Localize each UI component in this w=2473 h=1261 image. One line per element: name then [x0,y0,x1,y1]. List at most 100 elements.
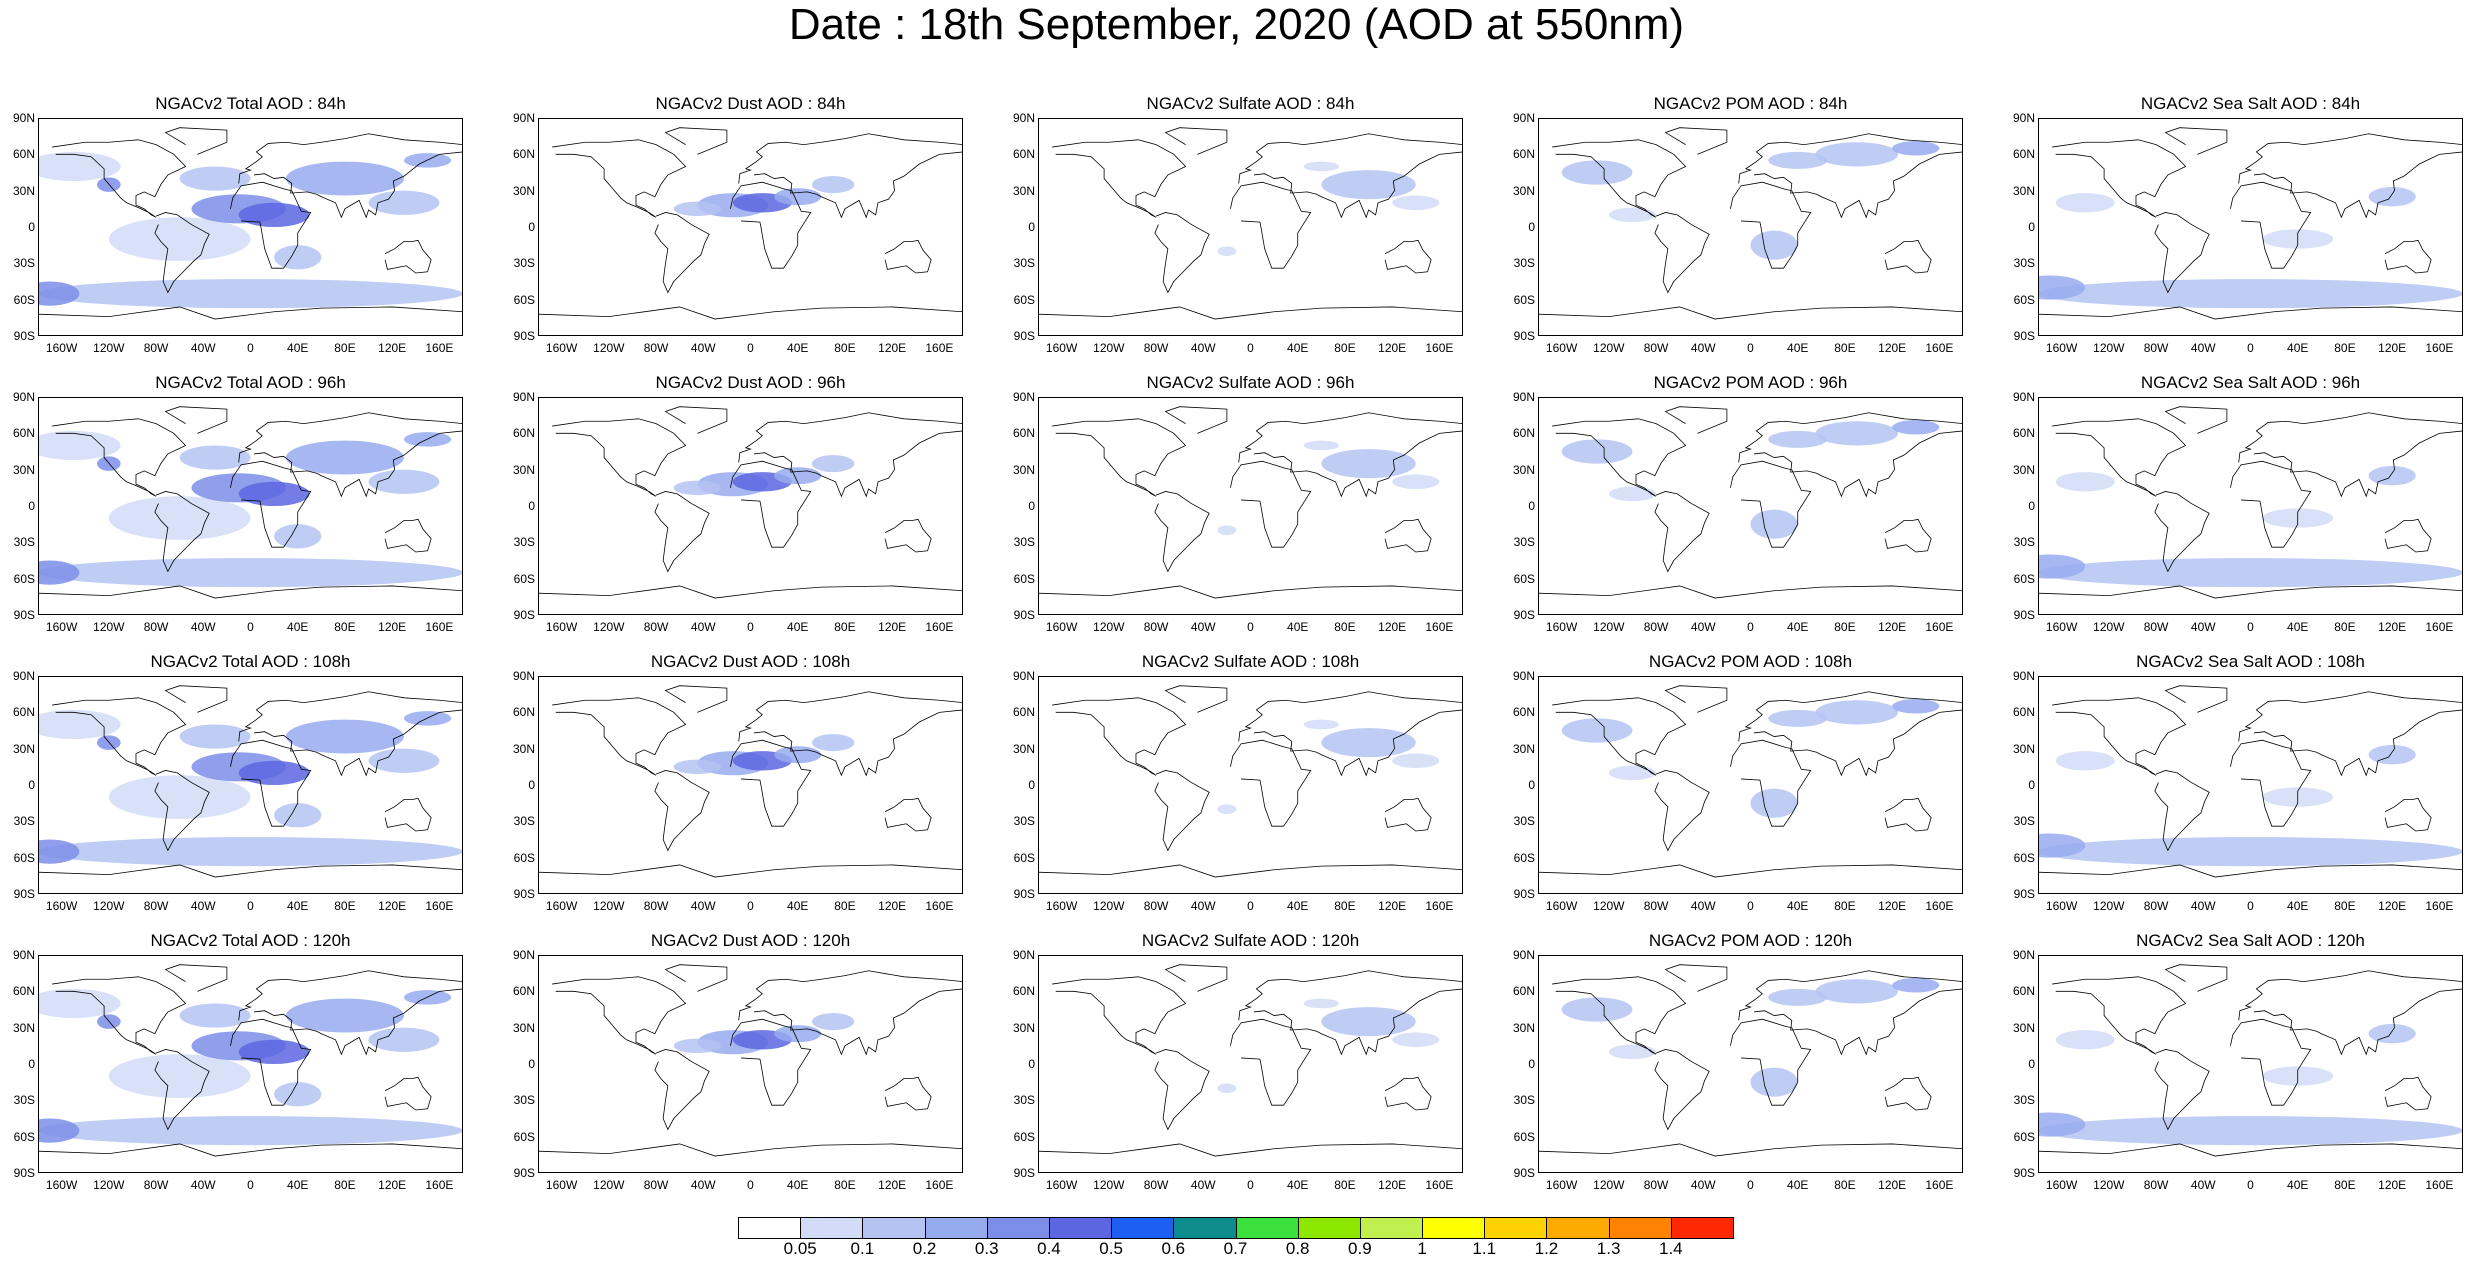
lat-tick-label: 30S [513,535,535,550]
lon-tick-label: 160E [2425,620,2454,634]
aod-patch [1750,1067,1798,1097]
coastline [538,585,963,599]
aod-map [1538,955,1963,1173]
lon-tick-label: 160E [1925,620,1954,634]
lat-tick-label: 0 [2028,499,2035,513]
lat-tick-label: 90N [1512,111,1535,125]
aod-patch [2038,558,2463,588]
aod-patch [238,1039,310,1064]
aod-patch [38,430,121,460]
coastline [238,691,463,777]
colorbar-tick-label: 0.7 [1223,1239,1248,1258]
map-frame [38,955,463,1173]
lat-tick-label: 30S [13,1093,35,1108]
coastline [654,1049,710,1131]
lon-tick-label: 160W [45,1178,78,1192]
lat-tick-label: 90S [513,329,535,343]
lon-tick-label: 40W [1190,341,1216,355]
aod-patch [1815,142,1899,167]
lon-tick-label: 80E [1334,341,1356,355]
colorbar-swatch [862,1217,926,1239]
panel-title: NGACv2 Sulfate AOD : 84h [1146,94,1355,113]
lon-tick-label: 120W [1093,899,1125,913]
lat-tick-label: 30S [2013,814,2035,829]
aod-map [538,397,963,615]
lon-tick-label: 160W [45,620,78,634]
lon-tick-label: 0 [2247,620,2254,634]
coastline [2230,181,2312,269]
lon-tick-label: 160W [1045,620,1078,634]
lat-tick-label: 60N [2012,705,2035,720]
lat-tick-label: 0 [28,499,35,513]
lon-tick-label: 120W [93,620,125,634]
lat-tick-label: 30N [512,183,535,198]
aod-patch [368,469,440,494]
aod-patch [673,759,721,775]
lon-tick-label: 40W [690,341,716,355]
lat-tick-label: 30S [1013,256,1035,271]
coastline [384,797,432,832]
colorbar-tick-label: 1.2 [1534,1239,1559,1258]
lon-tick-label: 80W [143,899,169,913]
lat-tick-label: 60S [2013,850,2035,865]
lat-tick-label: 30N [2012,1020,2035,1035]
aod-patch [1217,804,1237,815]
lat-tick-label: 30N [12,1020,35,1035]
colorbar-swatch [1608,1217,1672,1239]
lat-tick-label: 60N [1012,147,1035,162]
coastline [1664,406,1728,434]
coastline [538,864,963,878]
aod-patch [38,839,80,864]
coastline [164,964,228,992]
lat-tick-label: 0 [1528,778,1535,792]
lon-tick-label: 120W [1593,341,1625,355]
aod-patch [274,524,322,549]
colorbar-tick-label: 0.8 [1285,1239,1310,1258]
lat-tick-label: 90N [512,111,535,125]
colorbar-tick-label: 0.9 [1348,1239,1372,1258]
lat-tick-label: 90N [512,948,535,962]
coastline [38,585,463,599]
lat-tick-label: 60N [512,984,535,999]
coastline [2238,133,2463,219]
lat-tick-label: 90S [13,1166,35,1180]
lon-tick-label: 80E [334,341,356,355]
lon-tick-label: 120W [1593,899,1625,913]
coastline [884,1076,932,1111]
aod-patch [238,760,310,785]
map-frame [2038,955,2463,1173]
aod-patch [38,560,80,585]
lon-tick-label: 0 [1247,899,1254,913]
lon-tick-label: 80W [643,341,669,355]
aod-patch [811,455,855,473]
lat-tick-label: 0 [28,220,35,234]
aod-patch [38,558,463,588]
aod-field [1217,998,1440,1094]
coastline [1664,685,1728,713]
aod-map [1538,676,1963,894]
aod-patch [1321,449,1416,479]
coastline [1552,976,1687,1055]
coastline [2384,797,2432,832]
coastline [1884,239,1932,274]
aod-map [38,676,463,894]
aod-patch [1892,978,1940,993]
aod-patch [1608,486,1657,502]
lat-tick-label: 0 [28,778,35,792]
lat-tick-label: 60S [2013,571,2035,586]
lon-tick-label: 120E [878,1178,907,1192]
lon-tick-label: 120E [1378,899,1407,913]
aod-patch [108,1054,251,1098]
lon-tick-label: 120W [1093,341,1125,355]
aod-patch [285,998,404,1033]
lat-tick-label: 60S [1013,292,1035,307]
coastline [238,412,463,498]
aod-map [538,676,963,894]
lon-tick-label: 40E [287,1178,309,1192]
lat-tick-label: 90N [1512,390,1535,404]
coastline [730,1018,812,1106]
coastline [2238,970,2463,1056]
lon-tick-label: 160W [1045,899,1078,913]
coastline [1052,697,1187,776]
lon-tick-label: 80E [1834,620,1856,634]
